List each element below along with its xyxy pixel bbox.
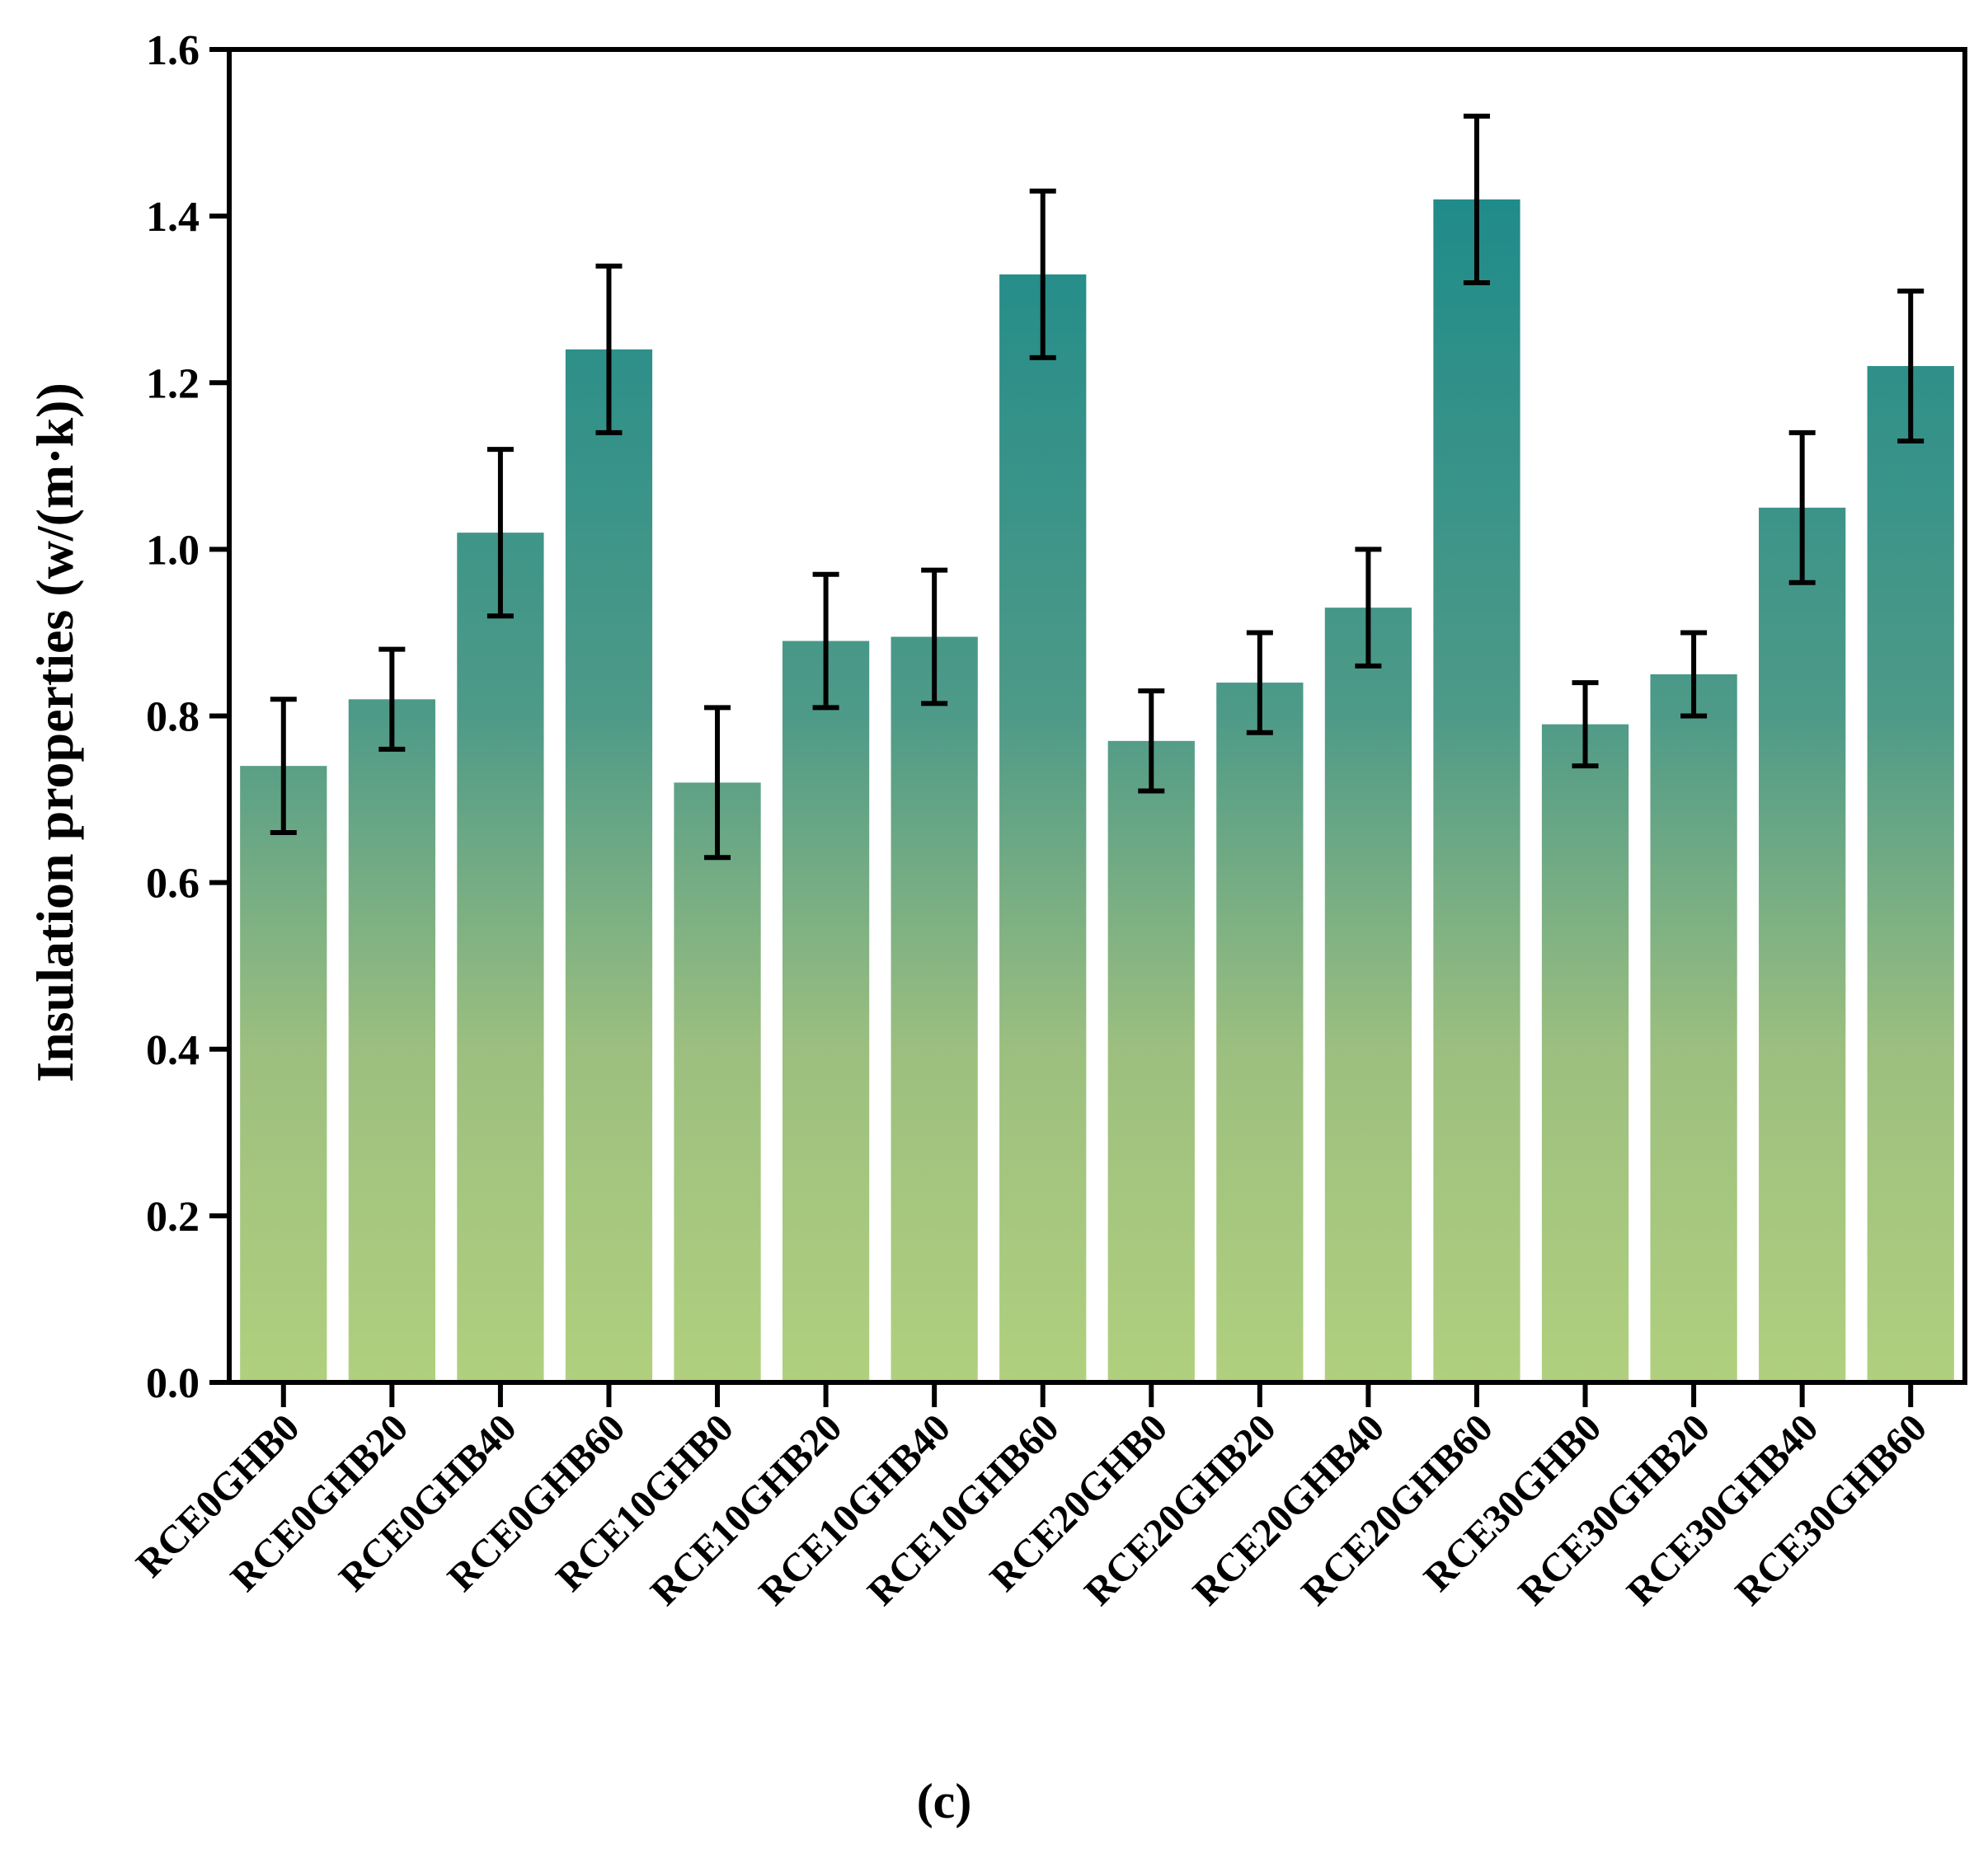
y-tick-label: 1.0	[146, 527, 200, 574]
bar-RCE20GHB40	[1324, 608, 1412, 1382]
bar-RCE10GHB0	[674, 782, 761, 1382]
x-tick-label: RCE20GHB40	[1185, 1406, 1393, 1613]
bar-RCE20GHB60	[1433, 199, 1520, 1383]
y-axis: 0.0 0.2 0.4 0.6 0.8 1.0 1.2 1.4 1.6	[146, 27, 229, 1407]
error-bar-RCE30GHB0	[1572, 680, 1599, 769]
bar-RCE30GHB20	[1650, 673, 1737, 1382]
y-axis-title: Insulation properties (w/(m·k))	[26, 382, 84, 1082]
bar-RCE30GHB60	[1867, 366, 1954, 1383]
error-bars	[270, 113, 1925, 861]
error-bar-RCE0GHB60	[595, 263, 623, 435]
y-tick-label: 1.4	[146, 194, 200, 241]
error-bar-RCE20GHB40	[1355, 547, 1382, 669]
error-bar-RCE10GHB40	[921, 567, 948, 706]
x-tick-label: RCE10GHB20	[642, 1406, 850, 1613]
error-bar-RCE10GHB60	[1029, 188, 1056, 360]
x-tick-label: RCE30GHB60	[1727, 1406, 1935, 1613]
bar-RCE20GHB0	[1107, 740, 1195, 1382]
x-tick-label: RCE30GHB20	[1510, 1406, 1718, 1613]
error-bar-RCE30GHB60	[1897, 289, 1925, 443]
error-bar-RCE30GHB40	[1788, 429, 1816, 585]
y-tick-label: 1.2	[146, 360, 200, 407]
x-tick-label: RCE10GHB60	[859, 1406, 1067, 1613]
error-bar-RCE0GHB20	[378, 646, 406, 752]
bar-RCE30GHB0	[1541, 724, 1629, 1382]
error-bar-RCE10GHB0	[704, 705, 731, 861]
y-tick-label: 0.6	[146, 861, 200, 908]
bars	[240, 199, 1954, 1383]
bar-RCE0GHB60	[565, 349, 653, 1383]
y-tick-label: 0.8	[146, 694, 200, 741]
x-tick-label: RCE20GHB20	[1076, 1406, 1284, 1613]
x-tick-label: RCE20GHB60	[1293, 1406, 1501, 1613]
bar-RCE10GHB40	[891, 636, 978, 1382]
error-bar-RCE0GHB0	[270, 697, 297, 835]
y-tick-label: 0.4	[146, 1027, 200, 1074]
x-axis: RCE0GHB0RCE0GHB20RCE0GHB40RCE0GHB60RCE10…	[128, 1382, 1935, 1614]
error-bar-RCE20GHB60	[1463, 113, 1490, 285]
y-tick-label: 0.0	[146, 1360, 200, 1407]
bar-RCE10GHB60	[999, 274, 1087, 1382]
bar-RCE0GHB20	[348, 699, 435, 1382]
figure-caption: (c)	[917, 1774, 972, 1828]
error-bar-RCE20GHB0	[1138, 688, 1165, 794]
y-tick-label: 0.2	[146, 1194, 200, 1241]
error-bar-RCE0GHB40	[486, 447, 514, 619]
bar-RCE20GHB20	[1216, 683, 1304, 1382]
y-tick-label: 1.6	[146, 27, 200, 74]
bar-RCE0GHB40	[457, 533, 544, 1382]
bar-RCE30GHB40	[1759, 507, 1846, 1382]
x-tick-label: RCE30GHB40	[1619, 1406, 1826, 1613]
error-bar-RCE20GHB20	[1246, 630, 1273, 735]
error-bar-RCE30GHB20	[1680, 630, 1708, 719]
error-bar-RCE10GHB20	[812, 571, 839, 711]
bar-RCE10GHB20	[782, 641, 870, 1382]
x-tick-label: RCE10GHB40	[750, 1406, 958, 1613]
bar-RCE0GHB0	[240, 766, 327, 1382]
